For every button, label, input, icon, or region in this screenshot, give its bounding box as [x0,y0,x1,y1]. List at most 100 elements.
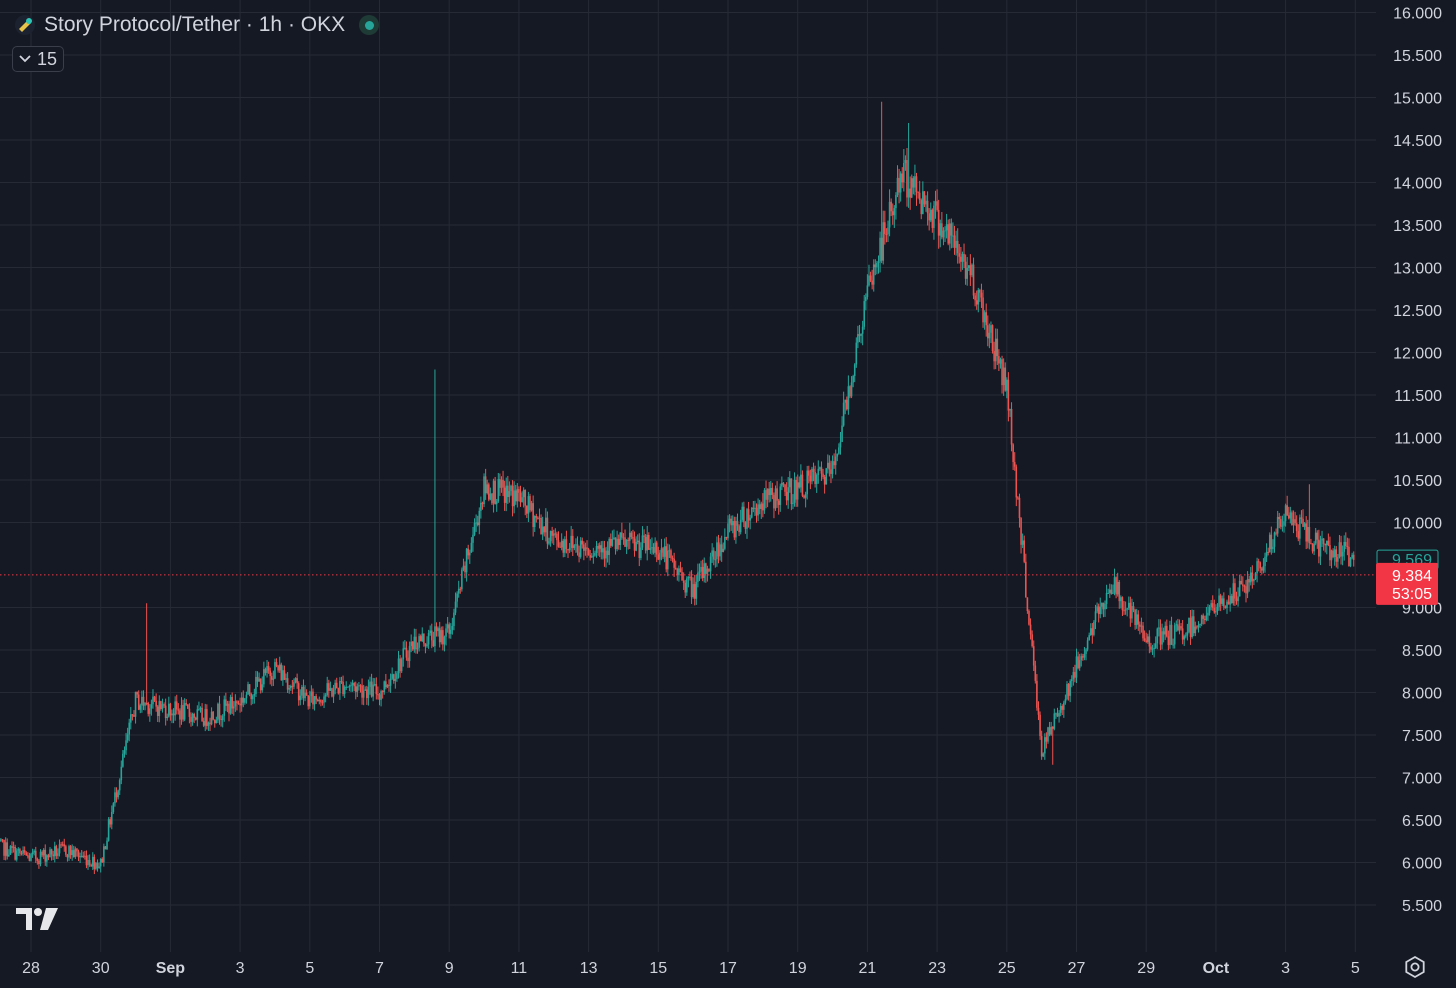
candle-up [397,658,400,674]
indicators-toggle-button[interactable]: 15 [12,46,64,72]
candle-down [80,856,83,858]
candle-down [576,544,579,553]
candle-down [690,576,693,598]
candle-up [489,493,492,500]
candle-down [1245,586,1247,594]
candle-down [1275,532,1277,534]
candle-up [421,633,424,642]
candle-up [174,701,176,716]
candle-up [1009,408,1011,411]
candle-up [709,556,712,572]
candle-down [399,658,401,672]
candle-up [1215,611,1217,613]
candle-down [972,264,975,296]
candle-down [277,666,279,671]
candle-up [741,506,744,520]
candle-down [755,507,758,516]
candle-down [982,297,984,323]
candle-up [613,537,615,539]
candle-up [714,559,717,561]
candle-up [1124,609,1127,611]
candle-up [282,670,284,681]
candle-up [1064,699,1067,703]
candle-up [1237,596,1239,602]
candle-down [296,678,298,684]
candle-down [405,647,408,658]
candle-down [307,695,310,707]
candle-down [956,240,959,254]
candle-down [164,705,167,719]
candle-up [977,289,980,305]
candle-up [1207,612,1209,616]
candle-down [1248,579,1250,583]
candle-up [71,850,73,856]
candle-down [1121,597,1124,611]
candle-down [936,201,938,210]
candle-up [654,542,656,553]
candle-down [898,177,900,193]
settings-gear-icon[interactable] [1402,954,1428,980]
candle-down [562,540,565,553]
candle-up [811,468,813,482]
candle-down [830,469,832,474]
candle-up [404,647,406,649]
price-tick-label: 10.000 [1393,516,1442,533]
candle-up [831,461,834,474]
candle-down [503,487,506,503]
candle-up [1292,519,1295,526]
candle-up [304,692,306,699]
candle-down [72,850,75,858]
candle-up [602,548,604,553]
symbol-title[interactable]: Story Protocol/Tether · 1h · OKX [44,13,346,36]
candle-down [926,200,929,214]
candle-down [975,300,978,305]
candle-up [1006,379,1008,391]
candle-down [1056,713,1059,717]
candle-up [1078,660,1081,669]
candle-up [1218,595,1220,607]
time-tick-label: 23 [928,960,946,977]
candle-down [476,522,479,526]
candle-down [1344,541,1347,546]
candle-up [990,325,992,333]
candle-up [510,485,512,492]
candle-down [581,540,584,545]
candle-up [1070,679,1073,682]
candle-up [402,648,405,660]
candle-up [788,478,791,488]
candle-down [947,224,949,244]
candle-up [118,780,121,791]
candle-down [484,476,487,494]
candle-down [423,633,425,644]
candle-down [535,516,538,518]
candle-up [1319,540,1322,557]
candle-up [844,399,847,403]
candle-down [758,504,761,509]
candle-up [234,701,237,707]
candle-up [896,177,899,195]
candle-up [465,548,468,573]
candle-down [958,253,961,257]
candle-up [1253,579,1255,582]
candle-up [309,696,311,707]
candle-down [776,488,778,501]
candle-up [815,475,818,484]
candle-up [9,845,12,855]
candle-up [1210,603,1212,607]
candle-up [1272,546,1274,550]
candle-down [1235,598,1238,602]
tradingview-logo-icon[interactable] [16,906,60,932]
candle-up [893,208,896,216]
candle-down [565,539,568,550]
candle-up [87,859,89,866]
candle-down [1137,614,1140,625]
candle-up [939,223,942,236]
candle-up [272,678,275,680]
candle-down [1032,646,1035,666]
candle-up [255,676,257,694]
candle-down [752,507,755,509]
candle-down [730,518,732,526]
candle-down [188,708,191,717]
candle-down [1267,551,1269,553]
